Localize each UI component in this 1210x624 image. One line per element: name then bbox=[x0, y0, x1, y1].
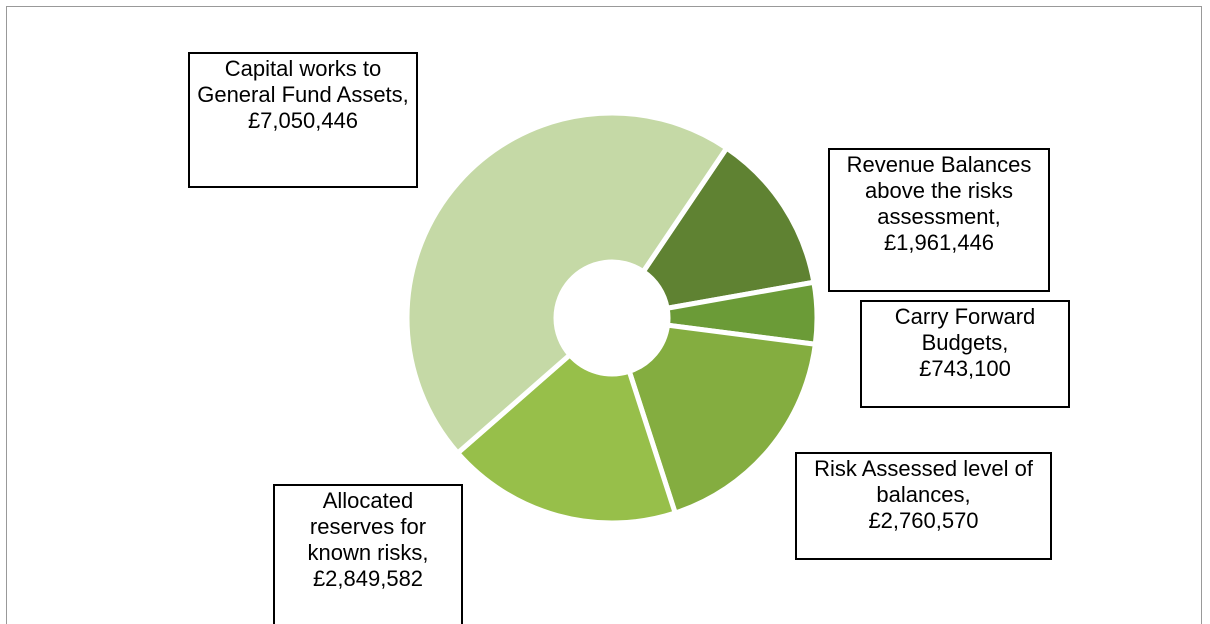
label-category: Capital works to General Fund Assets, bbox=[197, 56, 409, 107]
donut-slice bbox=[639, 144, 817, 312]
label-value: £2,849,582 bbox=[312, 566, 424, 591]
frame bbox=[6, 6, 1202, 624]
data-label: Carry Forward Budgets, £743,100 bbox=[860, 300, 1070, 408]
label-category: Carry Forward Budgets, bbox=[894, 304, 1036, 355]
label-category: Risk Assessed level of balances, bbox=[814, 456, 1033, 507]
label-category: Revenue Balances above the risks assessm… bbox=[846, 152, 1032, 229]
label-value: £7,050,446 bbox=[247, 108, 359, 133]
label-value: £1,961,446 bbox=[883, 230, 995, 255]
data-label: Revenue Balances above the risks assessm… bbox=[828, 148, 1050, 292]
donut-slice bbox=[404, 110, 731, 457]
data-label: Allocated reserves for known risks, £2,84… bbox=[273, 484, 463, 624]
label-category: Allocated reserves for known risks, bbox=[307, 488, 429, 565]
data-label: Risk Assessed level of balances, £2,760,5… bbox=[795, 452, 1052, 560]
data-label: Capital works to General Fund Assets, £7,… bbox=[188, 52, 418, 188]
donut-slice bbox=[626, 322, 819, 517]
label-value: £743,100 bbox=[919, 356, 1011, 381]
donut-slice bbox=[454, 351, 679, 526]
label-value: £2,760,570 bbox=[868, 508, 979, 533]
